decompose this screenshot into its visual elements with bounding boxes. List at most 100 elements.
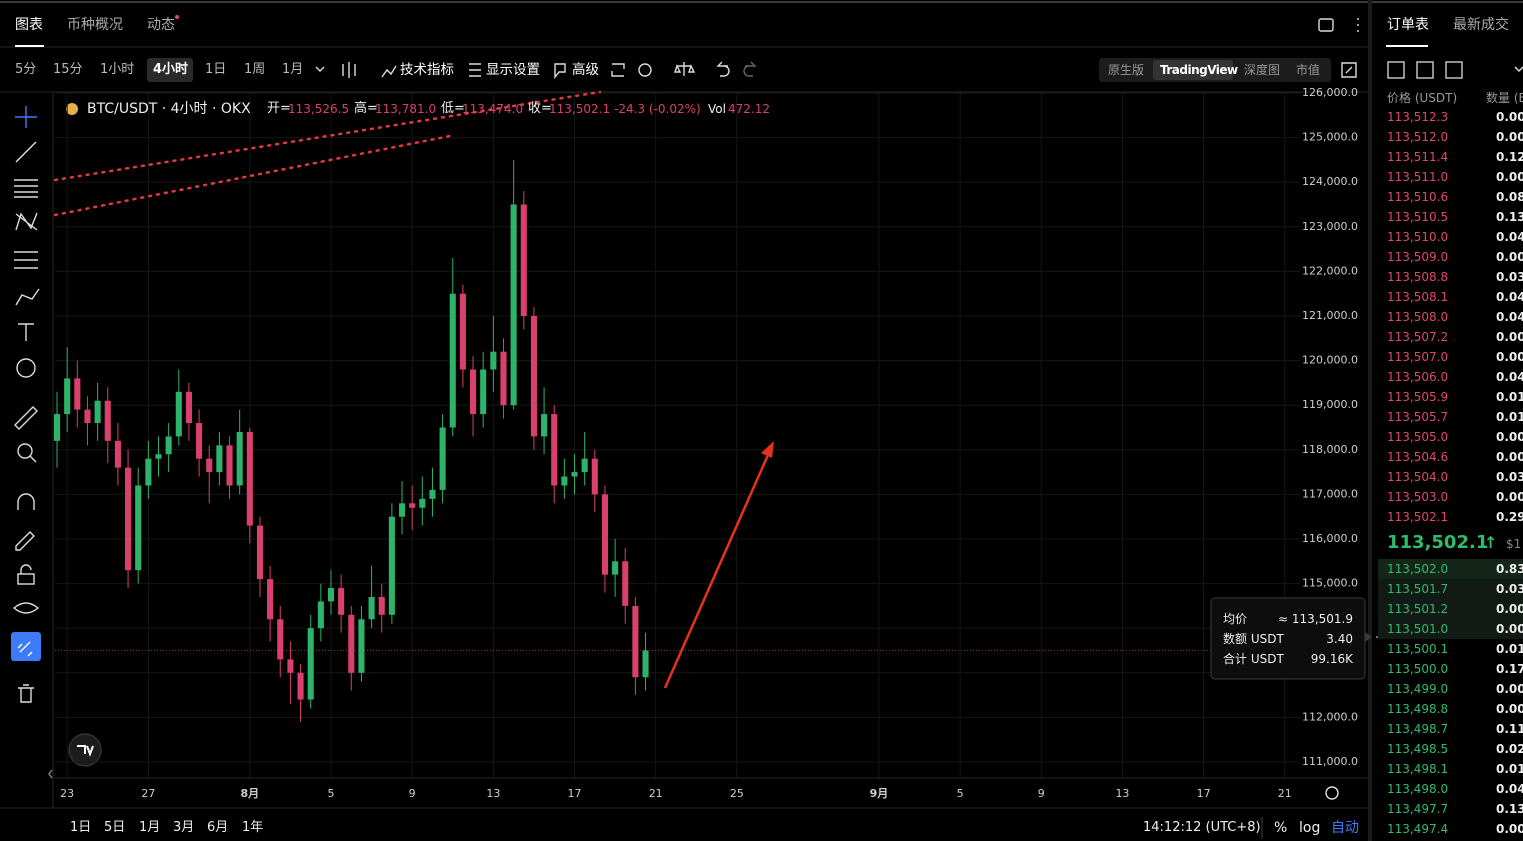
icon (1318, 18, 1334, 32)
candle-body (480, 369, 487, 415)
interval-button[interactable]: 15分 (53, 62, 83, 77)
x-tick-label: 27 (141, 787, 155, 800)
range-button[interactable]: 6月 (207, 820, 229, 835)
tool-icon (29, 455, 37, 463)
view-button[interactable]: 深度图 (1244, 63, 1281, 77)
bid-price: 113,500.0 (1387, 662, 1449, 676)
legend-value: 113,781.0 (375, 102, 437, 116)
ask-price: 113,504.0 (1387, 470, 1449, 484)
x-tick-label: 8月 (240, 787, 259, 800)
bid-price: 113,498.1 (1387, 762, 1449, 776)
toolbar-button[interactable]: 技术指标 (400, 62, 454, 78)
scale-button[interactable]: log (1299, 820, 1321, 836)
toolbar-icons (315, 18, 1523, 800)
icon (315, 66, 325, 72)
candle-body (84, 409, 91, 424)
icon (1325, 786, 1339, 800)
ask-qty: 0.123 (1496, 150, 1523, 164)
candle-body (317, 601, 324, 629)
tool-icon (14, 179, 38, 198)
scale-button[interactable]: 自动 (1331, 820, 1359, 836)
range-button[interactable]: 1日 (70, 820, 92, 835)
candle-body (449, 293, 456, 428)
candle-body (256, 525, 264, 580)
bid-qty: 0.83 (1496, 562, 1523, 576)
candle-body (175, 391, 182, 437)
tooltip-value: ≈ 113,501.9 (1278, 612, 1353, 626)
tab[interactable]: 订单表 (1387, 17, 1429, 33)
x-tick-label: 13 (1115, 787, 1129, 800)
tool-icon (16, 358, 36, 378)
ask-price: 113,508.8 (1387, 270, 1449, 284)
y-tick-label: 111,000.0 (1302, 755, 1358, 768)
interval-button[interactable]: 1日 (205, 62, 227, 77)
tab[interactable]: 动态 (147, 17, 175, 33)
interval-button[interactable]: 4小时 (153, 62, 189, 77)
legend-value: 113,526.5 (288, 102, 350, 116)
range-button[interactable]: 3月 (173, 820, 195, 835)
tab[interactable]: 图表 (15, 17, 43, 33)
interval-button[interactable]: 1月 (282, 62, 304, 77)
x-tick-label: 9月 (870, 787, 889, 800)
tool-icon (17, 641, 33, 657)
toolbar-button[interactable]: 高级 (572, 62, 599, 78)
tab[interactable]: 币种概况 (67, 17, 123, 33)
candle-body (135, 485, 142, 571)
candle-body (622, 561, 629, 606)
x-tick-label: 9 (409, 787, 416, 800)
bid-price: 113,502.0 (1387, 562, 1449, 576)
candle-body (500, 351, 507, 406)
ask-price: 113,509.0 (1387, 250, 1449, 264)
view-button[interactable]: 市值 (1296, 63, 1321, 77)
candle-body (64, 378, 71, 415)
candle-body (307, 628, 314, 700)
tooltip-pointer (1365, 632, 1372, 642)
range-button[interactable]: 1月 (139, 820, 161, 835)
candle-body (642, 650, 649, 678)
ask-price: 113,510.0 (1387, 230, 1449, 244)
icon (638, 63, 652, 77)
candle-body (378, 596, 385, 615)
legend-label: 高= (354, 101, 378, 116)
logo (77, 745, 94, 757)
candle-body (125, 467, 132, 571)
bid-qty: 0.01 (1496, 762, 1523, 776)
candle-body (470, 369, 477, 415)
legend-label: Vol (708, 102, 726, 116)
ask-qty: 0.04 (1496, 310, 1523, 324)
toolbar-button[interactable]: 显示设置 (486, 62, 540, 78)
candle-body (185, 391, 192, 424)
bid-qty: 0.00 (1496, 602, 1523, 616)
bid-price: 113,497.7 (1387, 802, 1449, 816)
view-button[interactable]: 原生版 (1108, 63, 1145, 77)
depth-bar (1378, 599, 1523, 619)
candle-body (246, 431, 253, 526)
view-button[interactable]: TradingView (1160, 63, 1238, 77)
range-button[interactable]: 1年 (242, 820, 264, 835)
tool-icon (12, 602, 40, 614)
plot: 111,000.0112,000.0113,000.0114,000.0115,… (53, 86, 1358, 800)
ask-qty: 0.007 (1496, 110, 1523, 124)
candle-body (409, 503, 416, 508)
candle-body (551, 414, 558, 486)
tool-icon (15, 212, 38, 231)
bid-qty: 0.11 (1496, 722, 1523, 736)
candle-body (571, 472, 578, 477)
range-button[interactable]: 5日 (104, 820, 126, 835)
ask-price: 113,510.6 (1387, 190, 1449, 204)
legend-label: 收= (528, 101, 552, 116)
scale-button[interactable]: % (1274, 820, 1288, 836)
y-tick-label: 116,000.0 (1302, 532, 1358, 545)
interval-button[interactable]: 1周 (244, 62, 266, 77)
interval-button[interactable]: 1小时 (100, 62, 135, 77)
tooltip-value: 99.16K (1310, 652, 1353, 666)
tab[interactable]: 最新成交 (1453, 17, 1509, 33)
x-tick-label: 21 (1278, 787, 1292, 800)
ask-price: 113,505.9 (1387, 390, 1449, 404)
candle-body (114, 440, 121, 468)
icon (1445, 61, 1463, 79)
ask-qty: 0.00 (1496, 450, 1523, 464)
candle-body (206, 458, 213, 473)
interval-button[interactable]: 5分 (15, 62, 37, 77)
candle-body (419, 498, 426, 508)
